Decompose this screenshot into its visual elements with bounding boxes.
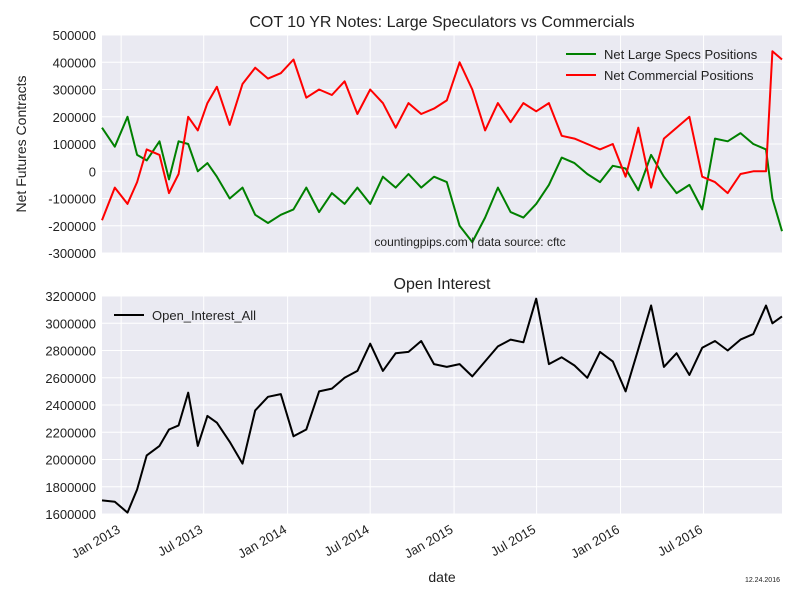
y-tick-label: 100000 — [53, 137, 96, 152]
y-tick-label: -100000 — [48, 192, 96, 207]
legend-label-commercial: Net Commercial Positions — [604, 68, 754, 83]
bottom-panel: Open Interest 1600000 1800000 2000000 22000… — [45, 276, 783, 562]
top-series-lines — [101, 50, 783, 244]
y-tick-label: 2800000 — [45, 344, 96, 359]
y-tick-label: 1800000 — [45, 480, 96, 495]
x-tick-label: Jul 2015 — [488, 522, 538, 560]
bottom-y-tick-labels: 1600000 1800000 2000000 2200000 2400000 26000… — [45, 289, 96, 522]
y-tick-label: 300000 — [53, 83, 96, 98]
top-y-tick-labels: -300000 -200000 -100000 0 100000 200000 300000… — [48, 28, 96, 261]
top-panel: COT 10 YR Notes: Large Speculators vs Co… — [13, 14, 783, 261]
y-tick-label: 2400000 — [45, 398, 96, 413]
series-line-net-large-specs-positions — [101, 115, 783, 244]
series-line-open-interest-all — [101, 297, 783, 514]
y-tick-label: -300000 — [48, 246, 96, 261]
y-tick-label: 200000 — [53, 110, 96, 125]
legend-label-open-interest: Open_Interest_All — [152, 308, 256, 323]
bottom-grid — [102, 295, 782, 515]
y-tick-label: 2600000 — [45, 371, 96, 386]
legend-label-large-specs: Net Large Specs Positions — [604, 47, 758, 62]
x-tick-label: Jul 2016 — [655, 522, 705, 560]
x-tick-labels: Jan 2013 Jul 2013 Jan 2014 Jul 2014 Jan 2015… — [69, 522, 705, 562]
y-tick-label: 2200000 — [45, 425, 96, 440]
x-tick-label: Jan 2013 — [69, 522, 123, 562]
y-tick-label: -200000 — [48, 219, 96, 234]
top-y-axis-label: Net Futures Contracts — [13, 76, 29, 213]
x-axis-label: date — [428, 569, 455, 585]
date-stamp: 12.24.2016 — [745, 577, 780, 584]
x-tick-label: Jul 2014 — [322, 522, 372, 560]
y-tick-label: 500000 — [53, 28, 96, 43]
y-tick-label: 400000 — [53, 55, 96, 70]
x-tick-label: Jul 2013 — [155, 522, 205, 560]
bottom-legend: Open_Interest_All — [114, 308, 256, 323]
y-tick-label: 1600000 — [45, 507, 96, 522]
y-tick-label: 0 — [89, 164, 96, 179]
y-tick-label: 3000000 — [45, 316, 96, 331]
series-line-net-commercial-positions — [101, 50, 783, 221]
x-tick-label: Jan 2016 — [568, 522, 622, 562]
y-tick-label: 3200000 — [45, 289, 96, 304]
x-tick-label: Jan 2014 — [235, 522, 289, 562]
top-legend: Net Large Specs Positions Net Commercial… — [566, 47, 758, 83]
bottom-chart-title: Open Interest — [394, 276, 492, 293]
y-tick-label: 2000000 — [45, 453, 96, 468]
bottom-series-lines — [101, 297, 783, 514]
top-grid — [102, 34, 782, 254]
source-annotation: countingpips.com | data source: cftc — [374, 235, 565, 249]
top-chart-title: COT 10 YR Notes: Large Speculators vs Co… — [249, 14, 634, 31]
x-tick-label: Jan 2015 — [402, 522, 456, 562]
